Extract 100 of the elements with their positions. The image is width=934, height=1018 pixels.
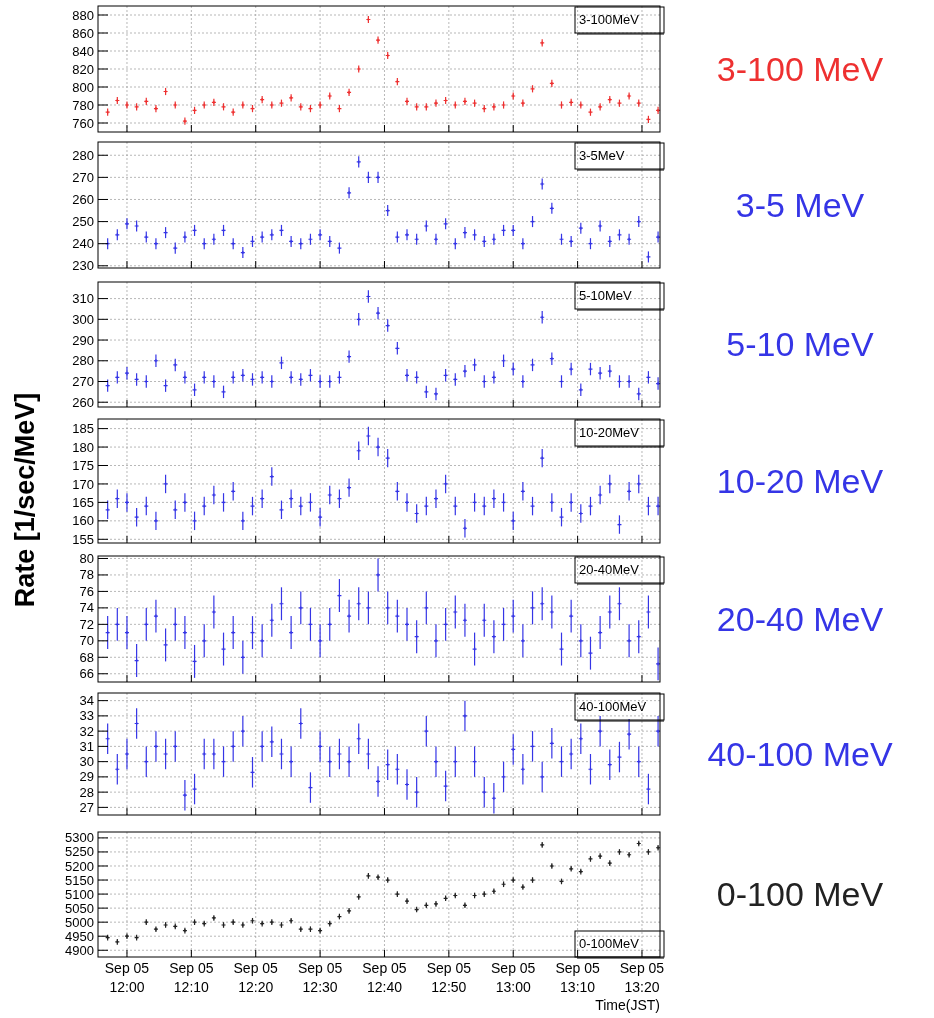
y-tick-label: 180 xyxy=(72,439,94,455)
x-tick-label: Sep 05 12:40 xyxy=(362,960,407,995)
point xyxy=(597,729,603,734)
point xyxy=(491,496,497,501)
x-tick-label: Sep 05 13:10 xyxy=(555,960,600,995)
point xyxy=(491,796,497,801)
y-tick-label: 880 xyxy=(72,7,94,23)
y-tick-label: 230 xyxy=(72,258,94,274)
y-tick-label: 155 xyxy=(72,531,94,547)
x-tick-label: Sep 05 13:00 xyxy=(491,960,536,995)
y-tick-label: 33 xyxy=(79,708,94,724)
text: 3-5 MeV xyxy=(735,185,865,224)
point xyxy=(336,246,343,251)
point xyxy=(626,638,632,643)
point xyxy=(433,237,439,242)
point xyxy=(520,638,526,643)
y-tick-label: 280 xyxy=(72,147,94,163)
point xyxy=(520,767,526,772)
point xyxy=(539,456,545,461)
point xyxy=(124,630,130,635)
point xyxy=(481,504,487,509)
point xyxy=(346,190,352,195)
point xyxy=(645,609,652,615)
y-tick-label: 29 xyxy=(79,769,94,785)
x-tick-label: Sep 05 12:20 xyxy=(233,960,279,995)
y-tick-label: 170 xyxy=(72,476,94,492)
point xyxy=(462,618,468,623)
point xyxy=(182,234,188,240)
point xyxy=(385,456,391,461)
point xyxy=(385,605,391,610)
y-tick-label: 760 xyxy=(72,115,94,131)
y-tick-label: 260 xyxy=(72,394,94,410)
point xyxy=(240,518,246,523)
point xyxy=(607,481,613,487)
point xyxy=(404,500,410,505)
point xyxy=(317,515,323,520)
point xyxy=(472,362,478,368)
y-tick-label: 32 xyxy=(79,723,94,739)
y-tick-label: 76 xyxy=(79,583,94,599)
point xyxy=(443,481,449,487)
point xyxy=(529,504,536,509)
point xyxy=(375,175,381,180)
point xyxy=(124,500,130,505)
y-tick-label: 72 xyxy=(79,616,94,632)
y-tick-label: 31 xyxy=(79,738,94,754)
point xyxy=(607,369,613,374)
point xyxy=(172,246,178,251)
point xyxy=(626,237,632,242)
y-tick-label: 34 xyxy=(79,693,94,709)
y-tick-label: 4900 xyxy=(65,942,94,958)
point xyxy=(443,783,449,789)
y-tick-label: 250 xyxy=(72,214,94,230)
point xyxy=(597,630,603,635)
point xyxy=(182,375,188,380)
point xyxy=(375,444,381,450)
point xyxy=(510,614,516,619)
y-tick-label: 5300 xyxy=(65,830,94,846)
point xyxy=(259,234,265,240)
point xyxy=(288,759,294,764)
point xyxy=(491,375,497,380)
y-tick-label: 175 xyxy=(72,458,94,474)
point xyxy=(317,232,323,237)
point xyxy=(211,237,217,242)
y-tick-label: 240 xyxy=(72,236,94,252)
point xyxy=(423,223,429,229)
y-tick-label: 5250 xyxy=(65,844,94,860)
y-tick-label: 27 xyxy=(79,799,94,815)
point xyxy=(452,504,458,509)
text: 20-40 MeV xyxy=(716,599,884,638)
y-tick-label: 160 xyxy=(72,513,94,529)
point xyxy=(636,391,642,397)
point xyxy=(414,790,420,795)
point xyxy=(655,234,661,240)
text: 5-10 MeV xyxy=(726,325,875,364)
point xyxy=(568,366,574,372)
point xyxy=(472,646,478,652)
point xyxy=(510,518,516,523)
x-tick-label: Sep 05 12:10 xyxy=(169,960,214,995)
point xyxy=(491,634,497,639)
point xyxy=(375,572,381,578)
point xyxy=(462,369,468,374)
point xyxy=(529,605,536,610)
point xyxy=(433,496,439,501)
y-tick-label: 840 xyxy=(72,43,94,59)
point xyxy=(597,492,603,498)
point xyxy=(182,500,188,505)
point xyxy=(153,358,159,363)
point xyxy=(423,504,429,509)
point xyxy=(346,354,352,359)
point xyxy=(153,614,159,619)
point xyxy=(645,504,652,509)
y-tick-label: 260 xyxy=(72,192,94,208)
y-tick-label: 300 xyxy=(72,311,94,327)
y-axis-title: Rate [1/sec/MeV] xyxy=(10,392,40,608)
point xyxy=(529,362,536,368)
text: 3-100 MeV xyxy=(716,49,884,88)
point xyxy=(645,254,652,260)
y-tick-label: 780 xyxy=(72,97,94,113)
point xyxy=(201,504,207,509)
text: 20-40MeV xyxy=(579,562,640,577)
